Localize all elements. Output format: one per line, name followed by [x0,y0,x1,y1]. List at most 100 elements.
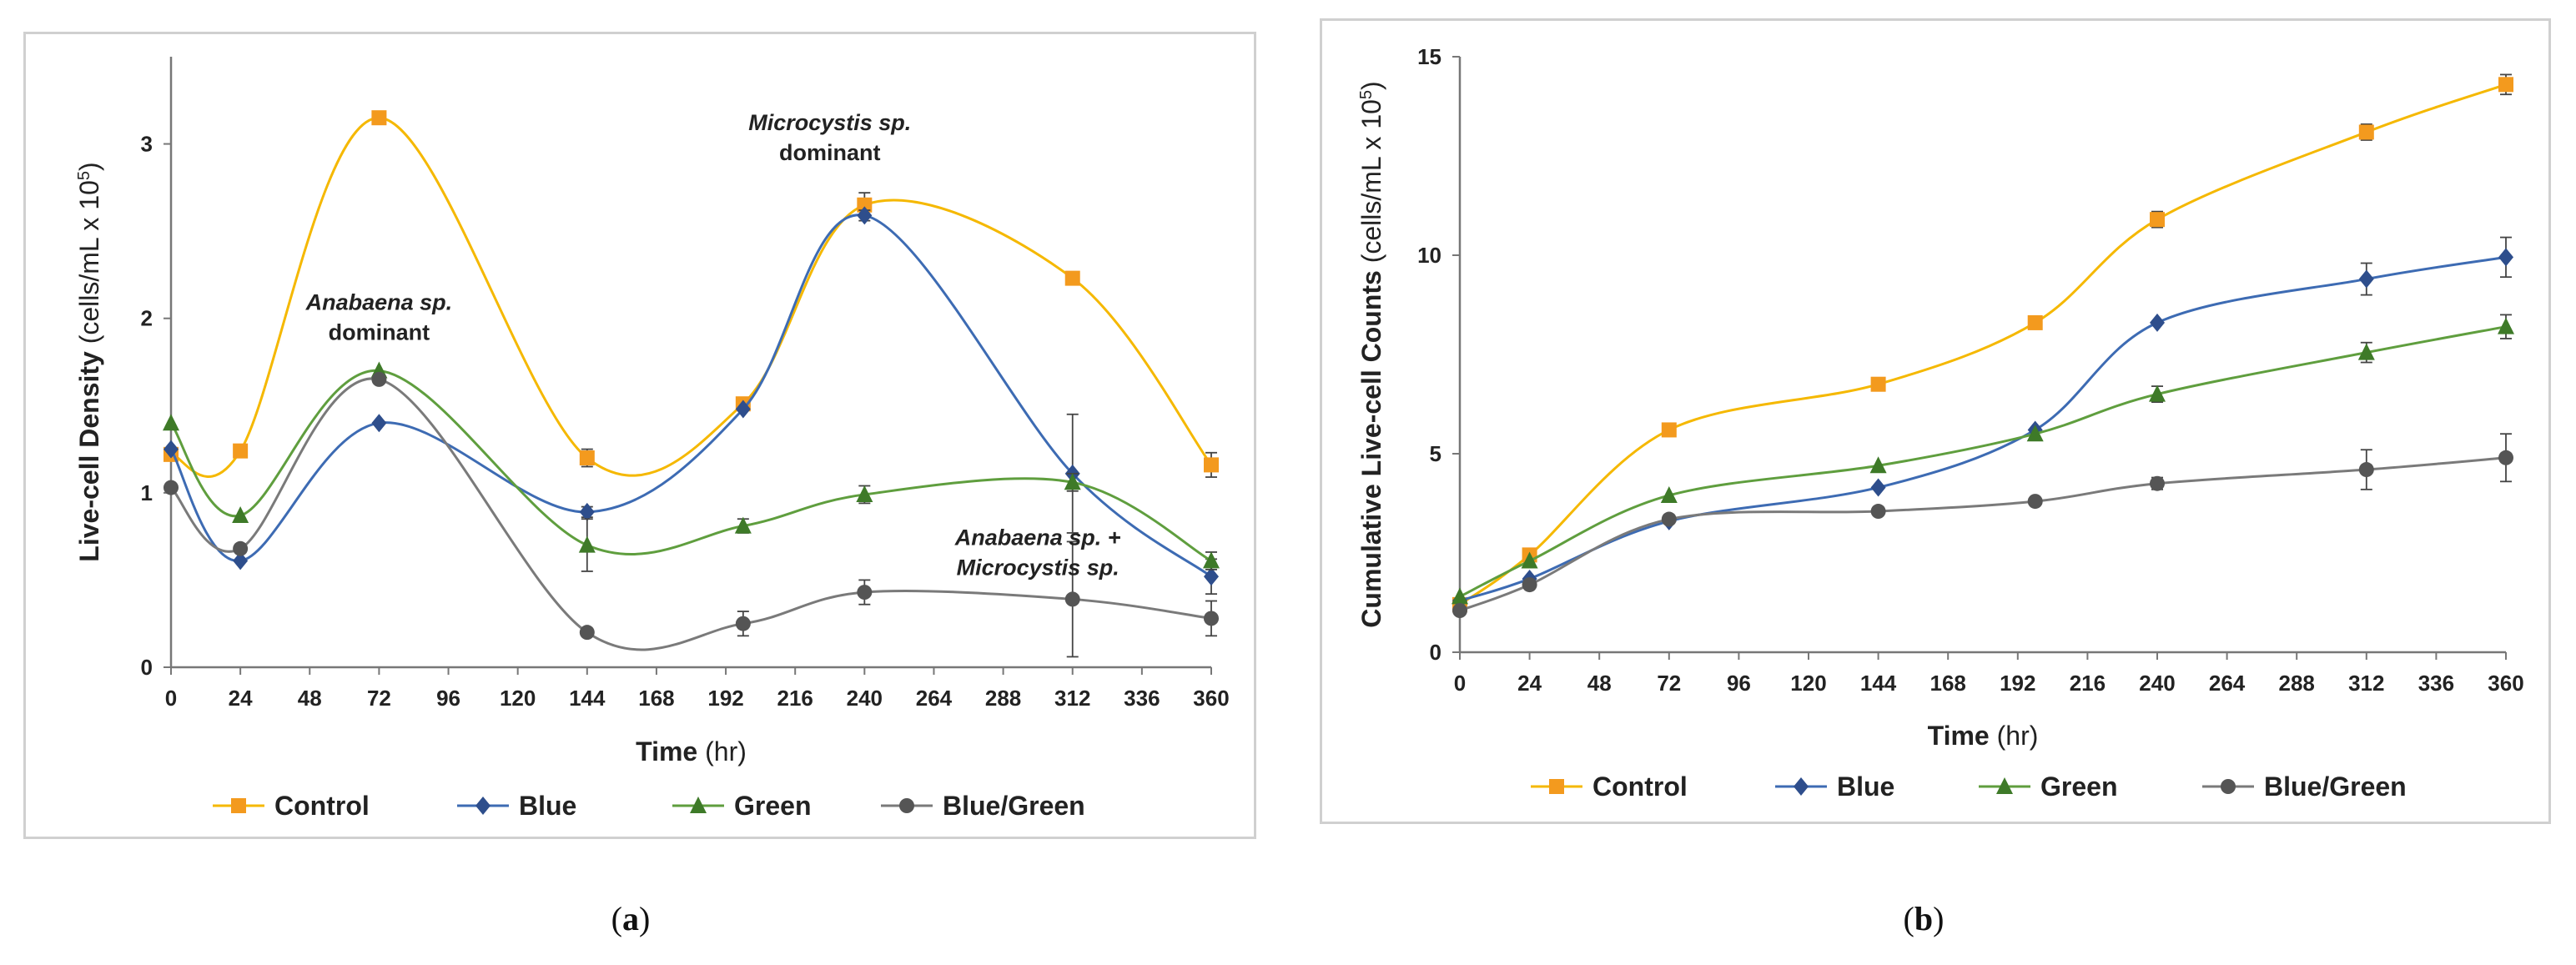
data-point-blue [1870,478,1886,497]
panel-a: 0 24 48 72 96 120 144 168 192 216 240 264 288 312 336 3… [74,57,1230,937]
data-point-blue [1204,567,1219,586]
x-tick-label: 168 [638,686,674,711]
data-point-control [2027,314,2043,330]
legend-label-control: Control [274,791,370,821]
legend-marker-bluegreen [2221,779,2236,794]
legend-label-green: Green [2040,771,2117,802]
data-point-control [1870,376,1886,392]
series-line-bluegreen [169,377,1212,651]
legend-marker-blue [475,797,491,815]
data-point-control [579,450,595,466]
data-point-control [1064,270,1080,286]
data-point-green [1660,485,1678,503]
series-line-blue [1459,255,2507,602]
x-tick-label: 24 [1517,671,1542,696]
data-point-control [371,110,387,126]
x-axis-title: Time (hr) [1928,721,2039,751]
y-tick-label: 5 [1430,441,1441,466]
data-point-bluegreen [1064,591,1080,607]
data-point-blue [579,502,595,521]
x-axis-title: Time (hr) [636,736,747,766]
x-tick-label: 240 [847,686,883,711]
x-tick-label: 192 [707,686,743,711]
series-line-green [169,369,1212,562]
data-point-bluegreen [1870,504,1886,520]
data-point-green [2498,317,2514,334]
x-tick-label: 72 [1657,671,1681,696]
legend-label-bluegreen: Blue/Green [2264,771,2407,802]
x-tick-label: 144 [569,686,606,711]
legend-label-control: Control [1592,771,1688,802]
data-point-green [232,506,249,524]
chart-annotation: dominant [779,140,881,165]
data-point-blue [2498,248,2513,267]
chart-annotation: Anabaena sp. [305,289,453,314]
legend-label-blue: Blue [1837,771,1894,802]
legend-marker-control [231,798,246,813]
data-point-bluegreen [857,585,873,601]
data-point-bluegreen [371,371,387,387]
data-point-blue [735,400,751,419]
data-point-blue [233,551,249,570]
chart-annotation: Microcystis sp. [748,110,911,135]
chart-annotation: dominant [329,319,430,344]
y-axis-title: Live-cell Density (cells/mL x 105) [74,162,104,561]
x-tick-label: 24 [229,686,253,711]
legend-marker-control [1549,779,1564,794]
y-tick-label: 2 [141,306,153,331]
data-point-blue [2150,313,2165,332]
data-point-green [1452,587,1468,605]
data-point-bluegreen [2150,475,2165,491]
data-point-bluegreen [2027,494,2043,510]
x-tick-label: 288 [2279,671,2315,696]
data-point-bluegreen [2498,450,2513,465]
series-line-control [170,116,1213,478]
data-point-blue [857,206,873,225]
x-tick-label: 48 [298,686,322,711]
legend-label-bluegreen: Blue/Green [943,791,1085,821]
data-point-green [1203,551,1220,569]
data-point-green [856,485,873,502]
data-point-blue [371,414,387,433]
data-point-bluegreen [1452,603,1467,619]
data-point-green [163,414,179,431]
panel-b-frame [1320,18,2551,824]
x-tick-label: 168 [1930,671,1966,696]
x-tick-label: 360 [1193,686,1229,711]
data-point-bluegreen [1522,577,1537,593]
chart-annotation: Microcystis sp. [957,555,1119,581]
x-tick-label: 312 [2348,671,2384,696]
data-point-green [2026,425,2044,442]
data-point-control [857,197,873,213]
x-tick-label: 336 [1124,686,1160,711]
legend-marker-bluegreen [899,798,914,813]
panel-a-frame [23,32,1256,839]
x-tick-label: 240 [2139,671,2175,696]
data-point-control [1661,422,1677,438]
x-tick-label: 120 [1790,671,1826,696]
data-point-control [1204,457,1219,473]
data-point-blue [2358,269,2374,289]
series-line-bluegreen [1459,456,2507,612]
y-tick-label: 0 [141,655,153,680]
data-point-blue [164,440,179,459]
x-tick-label: 96 [436,686,460,711]
series-line-blue [169,214,1212,578]
chart-annotation: Anabaena sp. + [954,525,1121,550]
x-tick-label: 360 [2488,671,2523,696]
x-tick-label: 216 [777,686,813,711]
x-tick-label: 192 [2000,671,2035,696]
x-tick-label: 72 [367,686,391,711]
x-tick-label: 312 [1054,686,1090,711]
legend-marker-green [690,797,707,813]
data-point-green [1064,473,1081,490]
x-tick-label: 264 [916,686,953,711]
y-tick-label: 10 [1417,243,1441,268]
data-point-bluegreen [1204,611,1219,626]
series-line-control [1459,83,2507,606]
y-axis-title: Cumulative Live-cell Counts (cells/mL x … [1356,81,1386,627]
x-tick-label: 336 [2418,671,2454,696]
x-tick-label: 0 [165,686,177,711]
data-point-bluegreen [1661,511,1677,527]
